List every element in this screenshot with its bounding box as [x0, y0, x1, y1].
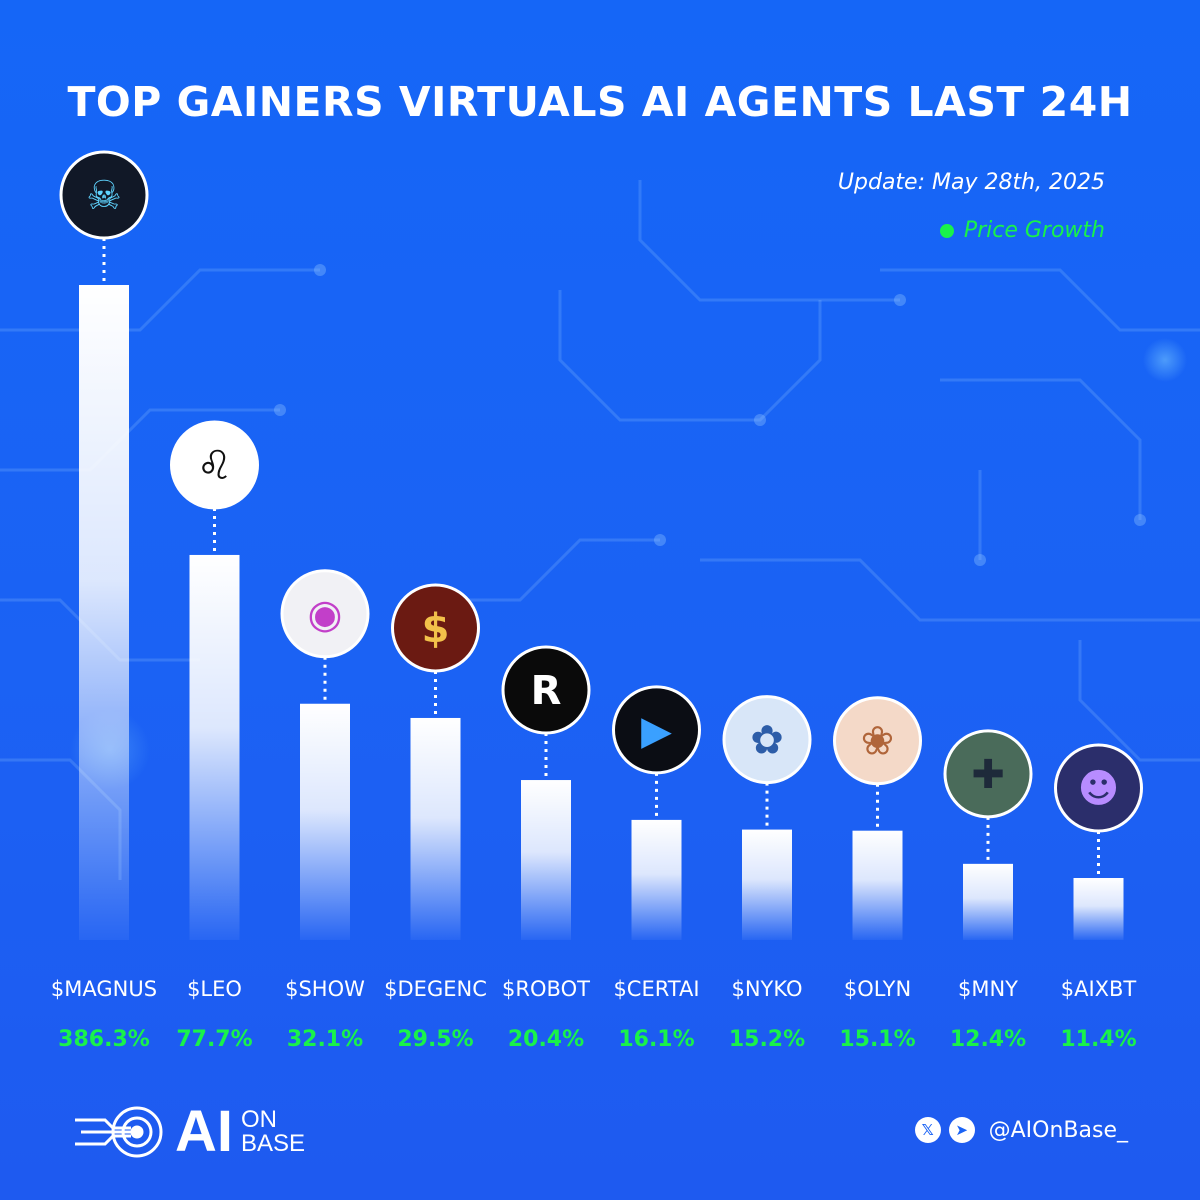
update-date: Update: May 28th, 2025: [837, 170, 1105, 195]
data-label: 386.3%: [58, 1027, 150, 1052]
bar-degenc: [410, 717, 461, 940]
avatar-lion-icon: [170, 420, 259, 510]
tick-label: $ROBOT: [502, 977, 590, 1001]
avatar-certai-logo-icon: [612, 685, 701, 775]
tick-label: $OLYN: [844, 977, 911, 1001]
bar-magnus: [79, 285, 129, 940]
bar-leo: [189, 554, 240, 940]
certai-logo-icon: ▶: [641, 708, 672, 754]
data-label: 11.4%: [1060, 1027, 1136, 1052]
social-links: 𝕏 ➤ @AIOnBase_: [914, 1117, 1128, 1143]
avatar-frog-icon: [1054, 743, 1143, 833]
tick-label: $LEO: [187, 977, 242, 1001]
avatar-hooded-robot-icon: [59, 150, 149, 240]
data-label: 15.1%: [839, 1027, 915, 1052]
eye-icon: ◉: [308, 592, 343, 638]
telegram-icon[interactable]: ➤: [948, 1117, 975, 1143]
data-label: 29.5%: [397, 1027, 473, 1052]
avatar-trader-icon: [391, 583, 480, 673]
bar-mny: [963, 863, 1013, 940]
avatar-robot-logo-icon: [501, 645, 591, 735]
data-label: 77.7%: [176, 1027, 252, 1052]
data-label: 12.4%: [950, 1027, 1026, 1052]
data-label: 20.4%: [508, 1027, 584, 1052]
brand-logo: AI ON BASE: [75, 1102, 305, 1162]
lion-icon: ♌: [197, 443, 233, 489]
social-handle[interactable]: @AIOnBase_: [988, 1117, 1128, 1143]
anime-girl-icon: ✿: [750, 718, 784, 764]
tick-label: $DEGENC: [384, 977, 487, 1001]
tick-label: $MAGNUS: [51, 977, 157, 1001]
avatar-eye-icon: [280, 569, 370, 659]
logo-sub-text: ON BASE: [241, 1108, 305, 1156]
avatar-anime-girl-icon: [722, 695, 812, 785]
bar-show: [300, 703, 350, 940]
data-label: 16.1%: [618, 1027, 694, 1052]
anime-girl-icon: ❀: [861, 719, 895, 765]
logo-sub-on: ON: [241, 1106, 277, 1133]
bar-aixbt: [1073, 878, 1124, 940]
trader-icon: $: [422, 606, 450, 652]
bar-nyko: [742, 829, 792, 940]
data-label: 32.1%: [287, 1027, 363, 1052]
legend: Price Growth: [939, 218, 1105, 243]
bar-certai: [631, 819, 682, 940]
tick-label: $NYKO: [731, 977, 802, 1001]
legend-label: Price Growth: [963, 218, 1105, 243]
robot-logo-icon: R: [531, 668, 562, 714]
chart-title: TOP GAINERS VIRTUALS AI AGENTS LAST 24H: [67, 78, 1133, 126]
hooded-robot-icon: ☠: [86, 173, 122, 219]
frog-icon: ☻: [1078, 766, 1120, 812]
logo-sub-base: BASE: [241, 1130, 306, 1157]
data-label: 15.2%: [729, 1027, 805, 1052]
x-icon[interactable]: 𝕏: [914, 1117, 941, 1143]
bar-robot: [521, 780, 571, 940]
tick-label: $AIXBT: [1061, 977, 1137, 1001]
tick-label: $SHOW: [285, 977, 365, 1001]
tick-label: $CERTAI: [613, 977, 699, 1001]
bar-olyn: [852, 830, 903, 940]
tick-label: $MNY: [958, 977, 1018, 1001]
circuit-logo-icon: [75, 1106, 163, 1158]
avatar-duck-icon: [943, 729, 1033, 819]
logo-ai-text: AI: [175, 1099, 233, 1164]
avatar-anime-girl-icon: [833, 696, 922, 786]
duck-icon: ✚: [971, 752, 1005, 798]
legend-dot-icon: [939, 223, 954, 238]
